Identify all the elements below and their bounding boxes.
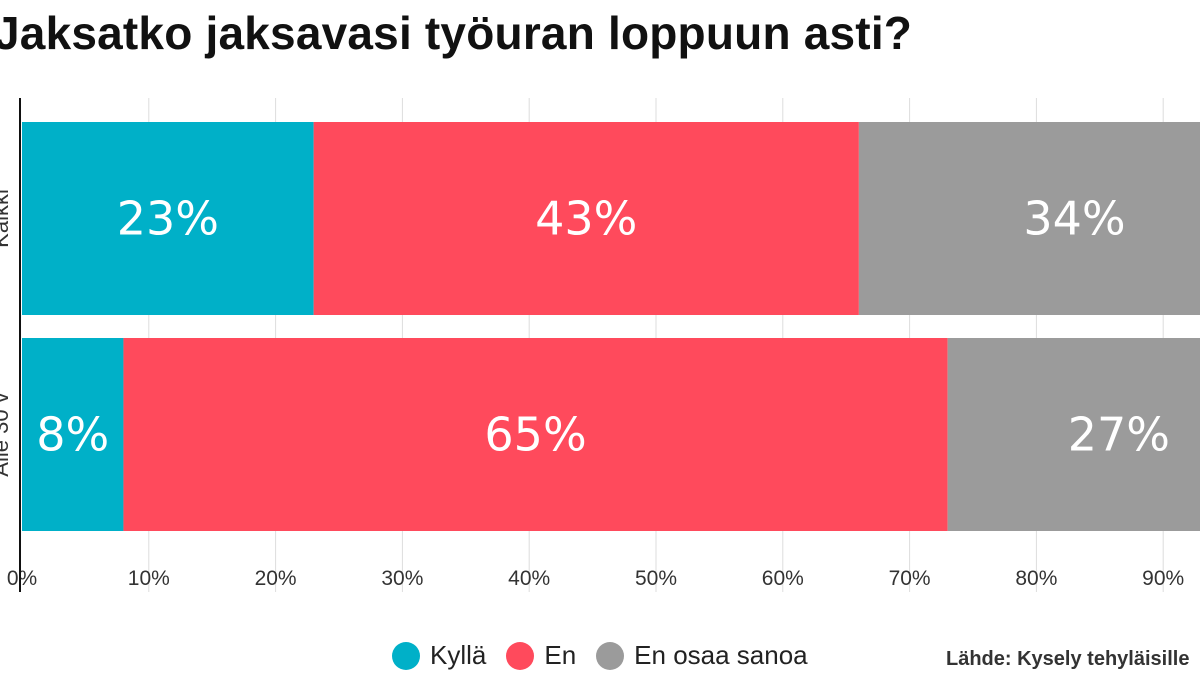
category-label: Kaikki [0,189,13,248]
bar-value-label: 34% [1023,192,1125,246]
bar-segment [123,338,948,531]
x-tick-label: 10% [128,567,170,590]
x-tick-label: 80% [1015,567,1057,590]
bars [22,122,1200,531]
bar-segment [947,338,1200,531]
bar-value-label: 8% [36,408,109,462]
legend-item-en-osaa-sanoa: En osaa sanoa [596,640,808,671]
legend-item-en: En [506,640,576,671]
x-tick-label: 40% [508,567,550,590]
legend-item-kylla: Kyllä [392,640,486,671]
x-tick-label: 70% [889,567,931,590]
legend-label: Kyllä [430,640,487,670]
bar-segment [858,122,1200,315]
bar-segment [22,122,314,315]
x-tick-label: 20% [255,567,297,590]
x-tick-label: 60% [762,567,804,590]
source-note: Lähde: Kysely tehyläisille [946,648,1190,670]
chart-title: Jaksatko jaksavasi työuran loppuun asti? [0,7,913,59]
legend-swatch [596,641,625,670]
bar-segment [22,338,124,531]
legend-label: En [544,640,577,670]
bar-value-label: 23% [117,192,219,246]
legend-label: En osaa sanoa [634,640,808,670]
bar-segment [313,122,859,315]
x-axis-ticks: 0% 10% 20% 30% 40% 50% 60% 70% 80% 90% [7,567,1184,590]
bar-value-label: 27% [1068,408,1170,462]
x-tick-label: 30% [381,567,423,590]
legend-swatch [506,641,535,670]
x-tick-label: 0% [7,567,37,590]
bar-value-label: 65% [484,408,586,462]
legend-swatch [392,641,420,670]
bar-labels: 23% 43% 34% 8% 65% 27% [36,192,1170,462]
category-label: Alle 30 v [0,392,13,476]
x-tick-label: 50% [635,567,677,590]
category-labels: Kaikki Alle 30 v [0,189,13,477]
x-tick-label: 90% [1142,567,1184,590]
legend: Kyllä En En osaa sanoa [392,640,828,671]
bar-value-label: 43% [535,192,637,246]
